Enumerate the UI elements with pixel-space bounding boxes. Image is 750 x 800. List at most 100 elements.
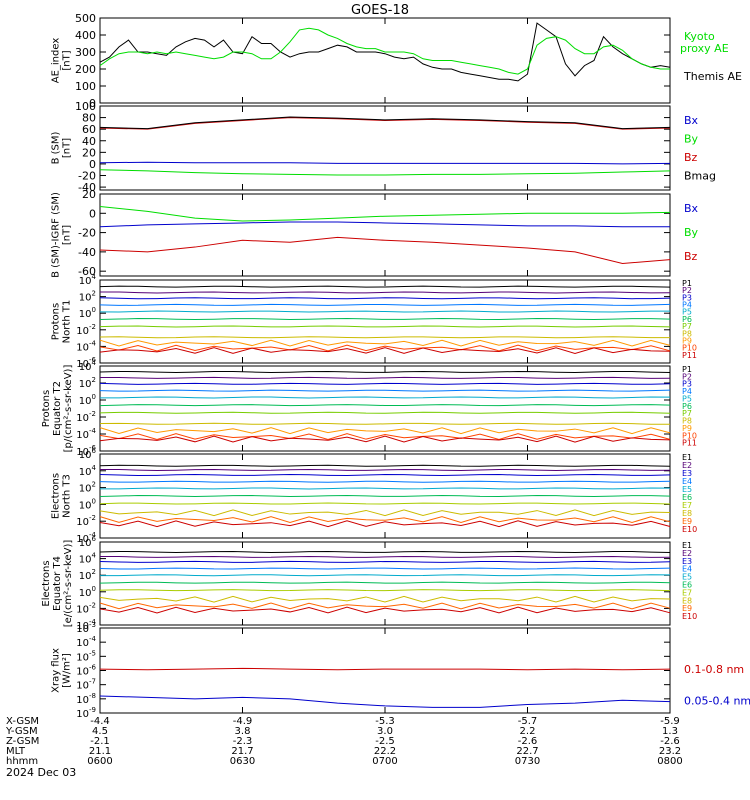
ephemeris-row-label: MLT <box>6 746 26 757</box>
channel-label: E3 <box>682 557 692 566</box>
channel-label: P10 <box>682 344 697 353</box>
series-line <box>99 169 671 176</box>
y-tick-label: 10-7 <box>76 678 96 692</box>
channel-line <box>99 339 671 347</box>
channel-label: P1 <box>682 279 692 288</box>
ephemeris-value: 22.2 <box>374 746 396 757</box>
channel-label: E5 <box>682 485 692 494</box>
y-tick-label: 10-2 <box>76 410 96 424</box>
y-tick-label: 0 <box>89 207 96 220</box>
ephemeris-value: 3.8 <box>235 726 251 737</box>
panel-frame <box>99 365 671 452</box>
channel-label: P8 <box>682 417 692 426</box>
y-tick-label: 0 <box>89 97 96 110</box>
legend-label: Bx <box>684 202 699 215</box>
channel-line <box>99 389 671 392</box>
y-axis-label: [W/m²] <box>62 653 73 688</box>
y-axis-label: [nT] <box>62 50 73 70</box>
panel-frame <box>99 105 671 191</box>
ephemeris-row-label: hhmm <box>6 756 38 767</box>
y-tick-label: 10-6 <box>76 444 96 458</box>
ephemeris-row-label: Z-GSM <box>6 736 39 747</box>
channel-label: P11 <box>682 439 697 448</box>
channel-label: P9 <box>682 336 692 345</box>
channel-line <box>99 318 671 321</box>
channel-label: E9 <box>682 604 692 613</box>
channel-line <box>99 494 671 498</box>
series-line <box>99 22 671 82</box>
y-tick-label: 10-6 <box>76 356 96 370</box>
channel-line <box>99 602 671 610</box>
y-tick-label: -20 <box>78 170 96 183</box>
channel-line <box>99 396 671 399</box>
y-axis-label: B (SM)-IGRF (SM) <box>51 192 62 278</box>
y-tick-label: 10-4 <box>76 339 96 353</box>
channel-label: P4 <box>682 301 692 310</box>
y-tick-label: 100 <box>75 80 96 93</box>
channel-line <box>99 606 671 614</box>
channel-line <box>99 567 671 570</box>
channel-line <box>99 433 671 441</box>
legend-label: Themis AE <box>683 70 742 83</box>
y-tick-label: 40 <box>82 135 96 148</box>
channel-line <box>99 297 671 300</box>
channel-line <box>99 435 671 443</box>
channel-line <box>99 480 671 483</box>
ephemeris-value: 3.0 <box>377 726 393 737</box>
channel-line <box>99 550 671 553</box>
y-tick-label: 0 <box>89 158 96 171</box>
y-axis-label: Equator T4 <box>52 556 63 611</box>
y-axis-label: [nT] <box>62 138 73 158</box>
channel-label: P4 <box>682 387 692 396</box>
ephemeris-value: 23.2 <box>659 746 681 757</box>
channel-line <box>99 325 671 328</box>
y-tick-label: 10-4 <box>76 618 96 632</box>
ephemeris-value: 4.5 <box>92 726 108 737</box>
ephemeris-value: 21.7 <box>231 746 253 757</box>
y-tick-label: 10-8 <box>76 692 96 706</box>
channel-label: E6 <box>682 493 692 502</box>
ephemeris-value: -2.6 <box>660 736 680 747</box>
y-axis-label: Electrons <box>51 473 62 519</box>
channel-line <box>99 336 671 339</box>
channel-label: E5 <box>682 573 692 582</box>
channel-label: E10 <box>682 612 697 621</box>
y-tick-label: 10-2 <box>76 514 96 528</box>
channel-label: P3 <box>682 380 692 389</box>
series-line <box>99 236 671 264</box>
channel-line <box>99 303 671 306</box>
channel-label: P8 <box>682 329 692 338</box>
channel-label: E1 <box>682 453 692 462</box>
channel-label: E8 <box>682 596 692 605</box>
legend-label: Bx <box>684 114 699 127</box>
channel-label: P6 <box>682 402 692 411</box>
channel-line <box>99 474 671 477</box>
y-tick-label: 10-9 <box>76 706 96 720</box>
channel-label: P3 <box>682 293 692 302</box>
y-tick-label: 104 <box>79 552 97 566</box>
y-tick-label: 102 <box>79 481 96 495</box>
y-axis-label: North T3 <box>62 474 73 518</box>
ephemeris-value: 0700 <box>372 756 397 767</box>
legend-label: By <box>684 133 699 146</box>
channel-label: P1 <box>682 365 692 374</box>
series-line <box>99 116 671 130</box>
y-tick-label: 400 <box>75 29 96 42</box>
series-line <box>99 206 671 222</box>
y-axis-label: [nT] <box>62 225 73 245</box>
panel-eequator: 10-4 10-2 100 102 104 106 Electrons Equator T4[… <box>41 535 697 632</box>
y-axis-label: [p/(cm²-s-sr-keV)] <box>63 365 74 453</box>
y-tick-label: 100 <box>79 497 96 511</box>
series-line <box>99 667 671 671</box>
legend-label: Bz <box>684 151 698 164</box>
channel-label: P7 <box>682 322 692 331</box>
y-tick-label: 80 <box>82 112 96 125</box>
y-tick-label: 104 <box>79 273 97 287</box>
series-line <box>99 161 671 165</box>
y-tick-label: 104 <box>79 359 97 373</box>
channel-label: P11 <box>682 351 697 360</box>
